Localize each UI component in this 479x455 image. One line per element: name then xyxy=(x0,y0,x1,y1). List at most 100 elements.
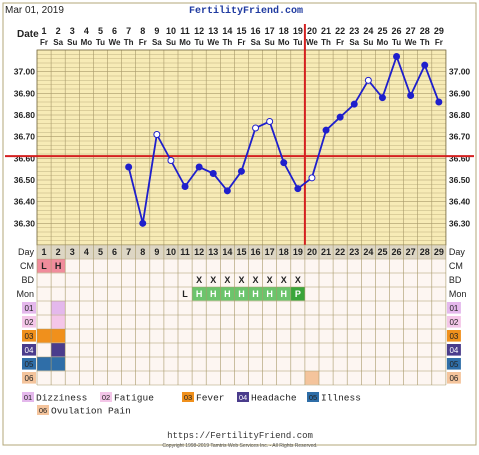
day-number: 11 xyxy=(180,247,190,257)
date-number: 12 xyxy=(194,26,204,36)
legend-swatch xyxy=(237,392,249,402)
bd-mark: X xyxy=(281,275,287,285)
symptom-code-right: 03 xyxy=(449,332,458,341)
y-tick-right: 36.70 xyxy=(449,132,471,142)
date-number: 28 xyxy=(420,26,430,36)
symptom-code-right-swatch xyxy=(446,316,461,328)
symptom-code-left-swatch xyxy=(22,358,36,370)
site-title: FertilityFriend.com xyxy=(189,5,303,17)
weekday-label: Sa xyxy=(349,38,359,47)
row-label-right-mon: Mon xyxy=(449,289,467,299)
y-tick-right: 36.50 xyxy=(449,175,471,185)
symptom-code-right-swatch xyxy=(446,372,461,384)
symptom-code-left: 05 xyxy=(25,360,34,369)
temperature-point xyxy=(153,131,161,138)
day-number: 24 xyxy=(363,247,373,257)
temperature-point xyxy=(435,98,443,106)
y-tick-left: 36.30 xyxy=(14,218,36,228)
symptom-code-right: 02 xyxy=(449,318,458,327)
date-number: 16 xyxy=(251,26,261,36)
date-number: 21 xyxy=(321,26,331,36)
weekday-label: Th xyxy=(321,38,331,47)
legend-code: 06 xyxy=(39,406,47,415)
legend-code: 04 xyxy=(239,393,247,402)
y-tick-right: 36.40 xyxy=(449,197,471,207)
date-number: 7 xyxy=(126,26,131,36)
date-number: 22 xyxy=(335,26,345,36)
legend-code: 02 xyxy=(102,393,110,402)
symptom-code-left: 03 xyxy=(25,332,34,341)
bd-mark: X xyxy=(224,275,230,285)
temperature-point xyxy=(237,167,245,175)
row-label-right-cm: CM xyxy=(449,261,463,271)
symptom-code-right-swatch xyxy=(446,330,461,342)
day-number: 5 xyxy=(98,247,103,257)
temperature-point xyxy=(181,183,189,190)
bd-mark: X xyxy=(196,275,202,285)
temperature-point xyxy=(139,219,147,227)
day-number: 7 xyxy=(126,247,131,257)
symptom-code-right: 05 xyxy=(449,360,458,369)
weekday-label: Fr xyxy=(336,38,344,47)
monitor-cell xyxy=(290,287,305,301)
symptom-code-left-swatch xyxy=(22,316,36,328)
y-tick-left: 36.80 xyxy=(14,110,36,120)
symptom-code-left: 02 xyxy=(25,318,34,327)
symptom-code-right-swatch xyxy=(446,344,461,356)
y-tick-right: 36.30 xyxy=(449,218,471,228)
symptom-code-left-swatch xyxy=(22,330,36,342)
temperature-point xyxy=(336,113,344,121)
weekday-label: Su xyxy=(265,38,275,47)
symptom-code-right: 06 xyxy=(449,374,458,383)
symptom-cell xyxy=(37,357,52,371)
temperature-point xyxy=(393,53,401,60)
y-tick-right: 36.60 xyxy=(449,153,471,163)
symptom-code-right-swatch xyxy=(446,302,461,314)
monitor-cell xyxy=(206,287,221,301)
weekday-label: Sa xyxy=(53,38,63,47)
symptom-code-right: 04 xyxy=(449,346,458,355)
symptom-code-left: 06 xyxy=(25,374,34,383)
legend-label: Ovulation Pain xyxy=(51,406,131,417)
day-row-band xyxy=(37,245,446,259)
temperature-point xyxy=(294,185,302,193)
y-tick-right: 37.00 xyxy=(449,67,471,77)
legend-swatch xyxy=(37,405,49,415)
y-tick-left: 36.90 xyxy=(14,88,36,98)
row-label-right-bd: BD xyxy=(449,275,462,285)
weekday-label: Th xyxy=(222,38,232,47)
cm-cell xyxy=(51,259,66,273)
weekday-label: Sa xyxy=(251,38,261,47)
date-number: 13 xyxy=(208,26,218,36)
symptom-cell xyxy=(304,371,319,385)
monitor-value: P xyxy=(295,289,301,299)
monitor-cell xyxy=(234,287,249,301)
temperature-point xyxy=(421,61,429,69)
date-number: 23 xyxy=(349,26,359,36)
date-number: 6 xyxy=(112,26,117,36)
date-number: 18 xyxy=(279,26,289,36)
legend-swatch xyxy=(307,392,319,402)
day-number: 26 xyxy=(392,247,402,257)
legend-label: Fatigue xyxy=(114,393,154,404)
monitor-cell xyxy=(262,287,277,301)
weekday-label: Tu xyxy=(293,38,302,47)
footer-url[interactable]: https://FertilityFriend.com xyxy=(167,431,313,441)
y-tick-right: 36.90 xyxy=(449,88,471,98)
legend-code: 03 xyxy=(184,393,192,402)
date-number: 26 xyxy=(392,26,402,36)
weekday-label: We xyxy=(306,38,318,47)
day-number: 23 xyxy=(349,247,359,257)
temperature-point xyxy=(407,92,415,99)
day-number: 25 xyxy=(377,247,387,257)
weekday-label: Fr xyxy=(139,38,147,47)
y-tick-left: 36.40 xyxy=(14,197,36,207)
date-number: 9 xyxy=(154,26,159,36)
row-label-day: Day xyxy=(18,247,35,257)
day-number: 15 xyxy=(236,247,246,257)
symptom-code-left-swatch xyxy=(22,372,36,384)
day-number: 28 xyxy=(420,247,430,257)
temperature-point xyxy=(167,157,175,164)
legend-code: 01 xyxy=(24,393,32,402)
